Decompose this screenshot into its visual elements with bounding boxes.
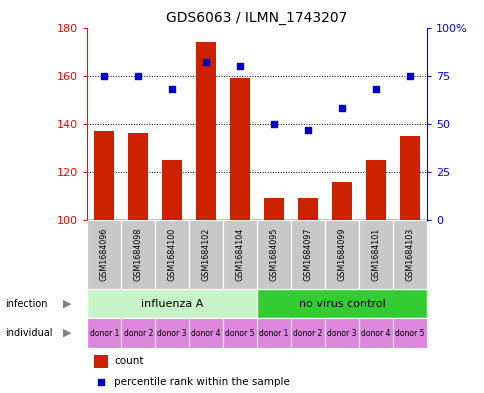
Text: donor 5: donor 5: [394, 329, 424, 338]
Text: GSM1684095: GSM1684095: [269, 228, 278, 281]
Point: [337, 105, 345, 112]
Text: GSM1684097: GSM1684097: [303, 228, 312, 281]
Text: individual: individual: [5, 328, 52, 338]
Bar: [257, 289, 426, 318]
Bar: [94, 131, 114, 220]
Point: [202, 59, 210, 65]
Point: [270, 121, 277, 127]
Text: GSM1684099: GSM1684099: [337, 228, 346, 281]
Point: [134, 72, 142, 79]
Bar: [392, 318, 426, 348]
Bar: [263, 198, 284, 220]
Text: influenza A: influenza A: [141, 299, 203, 309]
Point: [100, 72, 108, 79]
Bar: [324, 220, 358, 289]
Text: ▶: ▶: [63, 328, 72, 338]
Text: ▶: ▶: [63, 299, 72, 309]
Bar: [358, 318, 392, 348]
Point: [168, 86, 176, 92]
Text: infection: infection: [5, 299, 47, 309]
Point: [97, 379, 105, 385]
Bar: [87, 220, 121, 289]
Bar: [121, 318, 155, 348]
Text: count: count: [114, 356, 144, 366]
Title: GDS6063 / ILMN_1743207: GDS6063 / ILMN_1743207: [166, 11, 347, 25]
Bar: [392, 220, 426, 289]
Bar: [229, 78, 250, 220]
Point: [405, 72, 413, 79]
Text: donor 3: donor 3: [327, 329, 356, 338]
Bar: [297, 198, 318, 220]
Text: donor 4: donor 4: [361, 329, 390, 338]
Text: donor 4: donor 4: [191, 329, 220, 338]
Text: donor 1: donor 1: [259, 329, 288, 338]
Bar: [257, 220, 290, 289]
Text: donor 1: donor 1: [90, 329, 119, 338]
Bar: [162, 160, 182, 220]
Text: GSM1684104: GSM1684104: [235, 228, 244, 281]
Bar: [189, 220, 223, 289]
Text: GSM1684103: GSM1684103: [405, 228, 413, 281]
Bar: [223, 220, 257, 289]
Bar: [155, 220, 189, 289]
Text: donor 3: donor 3: [157, 329, 186, 338]
Bar: [399, 136, 419, 220]
Bar: [331, 182, 351, 220]
Bar: [358, 220, 392, 289]
Bar: [257, 318, 290, 348]
Text: donor 2: donor 2: [293, 329, 322, 338]
Text: percentile rank within the sample: percentile rank within the sample: [114, 377, 290, 387]
Text: no virus control: no virus control: [298, 299, 384, 309]
Bar: [223, 318, 257, 348]
Bar: [365, 160, 385, 220]
Text: GSM1684102: GSM1684102: [201, 228, 210, 281]
Bar: [128, 133, 148, 220]
Bar: [94, 355, 107, 368]
Bar: [324, 318, 358, 348]
Bar: [196, 42, 216, 220]
Point: [371, 86, 379, 92]
Bar: [155, 318, 189, 348]
Text: donor 5: donor 5: [225, 329, 254, 338]
Bar: [87, 289, 257, 318]
Text: GSM1684100: GSM1684100: [167, 228, 176, 281]
Bar: [290, 220, 324, 289]
Bar: [290, 318, 324, 348]
Text: donor 2: donor 2: [123, 329, 152, 338]
Bar: [189, 318, 223, 348]
Text: GSM1684101: GSM1684101: [371, 228, 379, 281]
Bar: [87, 318, 121, 348]
Bar: [121, 220, 155, 289]
Text: GSM1684098: GSM1684098: [134, 228, 142, 281]
Point: [236, 63, 243, 69]
Point: [303, 127, 311, 133]
Text: GSM1684096: GSM1684096: [100, 228, 108, 281]
